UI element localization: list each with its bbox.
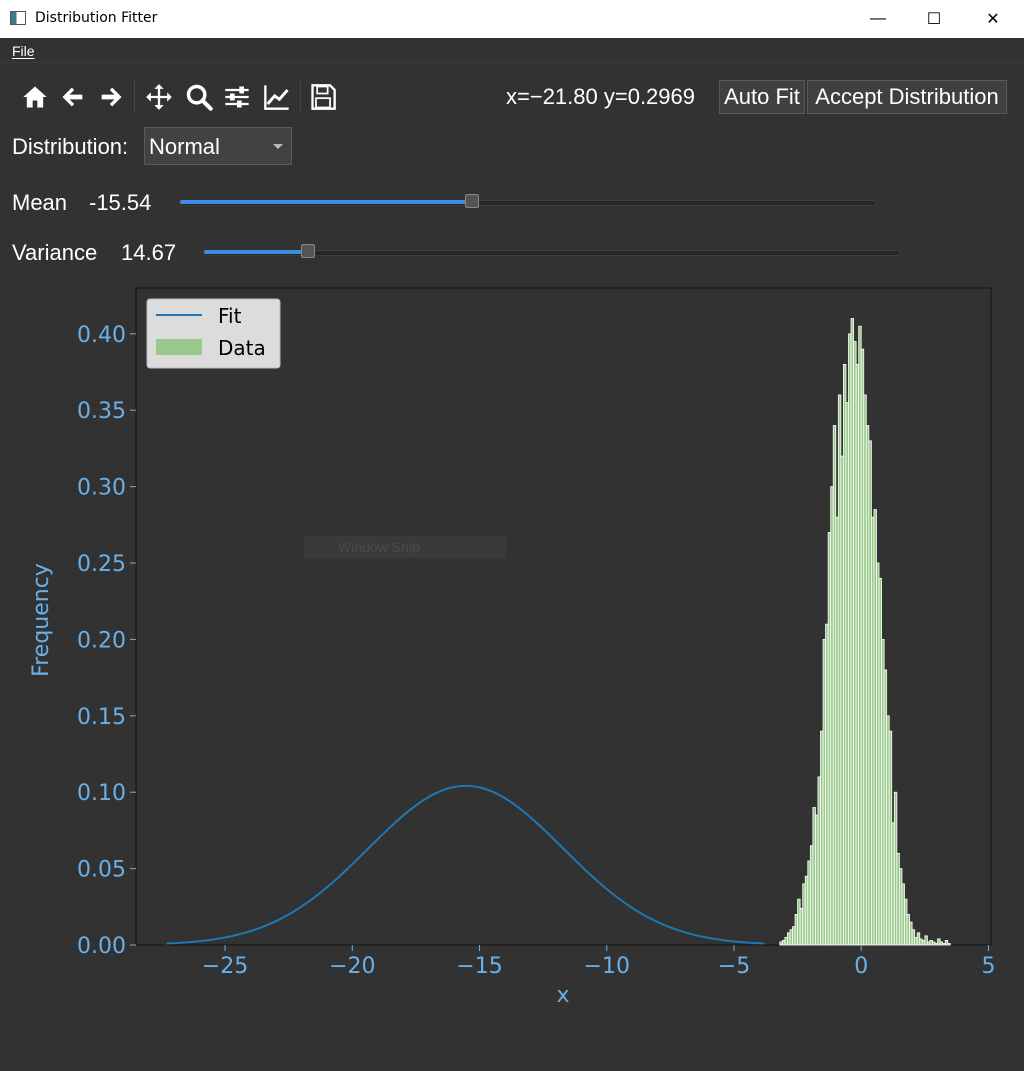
menu-file[interactable]: File [12,43,35,59]
save-icon[interactable] [308,82,338,112]
histogram-bar [947,943,951,946]
chevron-down-icon [273,144,283,149]
variance-slider[interactable] [204,241,900,261]
x-tick-label: −15 [456,954,502,979]
mean-slider[interactable] [180,191,876,211]
x-tick-label: −20 [329,954,375,979]
y-tick-label: 0.10 [77,781,126,806]
plot-frame [135,287,992,946]
fit-line [166,784,765,945]
mean-label: Mean [12,190,68,215]
close-button[interactable]: ✕ [986,11,1000,28]
y-tick-label: 0.30 [77,476,126,501]
y-tick-label: 0.25 [77,552,126,577]
x-tick-label: 0 [854,954,868,979]
y-tick-label: 0.15 [77,705,126,730]
variance-slider-handle[interactable] [301,244,315,258]
x-tick-label: 5 [981,954,995,979]
back-icon[interactable] [58,82,88,112]
window-snip-overlay: Window Snip [304,536,506,558]
title-bar: Distribution Fitter — ☐ ✕ [0,0,1024,38]
cursor-coordinates: x=−21.80 y=0.2969 [506,84,695,109]
mean-slider-handle[interactable] [465,194,479,208]
y-axis-label: Frequency [29,563,54,677]
histogram-chart[interactable]: −25 −20 −15 −10 −5 0 5 0.00 0.05 0.10 0.15 0.20 0.2… [0,280,1024,1040]
mean-slider-fill [180,200,472,204]
forward-icon[interactable] [96,82,126,112]
legend-fit-label: Fit [218,304,242,328]
pan-icon[interactable] [144,82,174,112]
y-tick-label: 0.05 [77,858,126,883]
variance-slider-fill [204,250,308,254]
legend-data-swatch [156,339,202,355]
distribution-label: Distribution: [12,134,129,159]
y-tick-label: 0.20 [77,628,126,653]
edit-axis-icon[interactable] [262,82,292,112]
legend-data-label: Data [218,336,266,360]
y-tick-label: 0.40 [77,323,126,348]
histogram-bar [924,935,928,946]
x-tick-label: −10 [584,954,630,979]
mean-value: -15.54 [89,190,152,215]
zoom-icon[interactable] [184,82,214,112]
variance-label: Variance [12,240,98,265]
histogram-bar [944,940,949,946]
home-icon[interactable] [20,82,50,112]
auto-fit-button[interactable]: Auto Fit [719,80,805,114]
x-axis-label: x [556,983,569,1008]
menu-bar: File [0,38,1024,63]
distribution-selected-value: Normal [149,134,220,159]
legend: Fit Data [146,298,281,369]
x-tick-label: −25 [202,954,248,979]
y-tick-label: 0.35 [77,399,126,424]
distribution-select[interactable]: Normal [144,127,292,165]
app-icon [10,11,26,25]
window-title: Distribution Fitter [35,10,158,26]
accept-distribution-button[interactable]: Accept Distribution [807,80,1007,114]
y-tick-label: 0.00 [77,934,126,959]
variance-value: 14.67 [121,240,177,265]
minimize-button[interactable]: — [870,10,886,27]
maximize-button[interactable]: ☐ [926,11,942,28]
x-tick-label: −5 [718,954,750,979]
configure-subplots-icon[interactable] [222,82,252,112]
